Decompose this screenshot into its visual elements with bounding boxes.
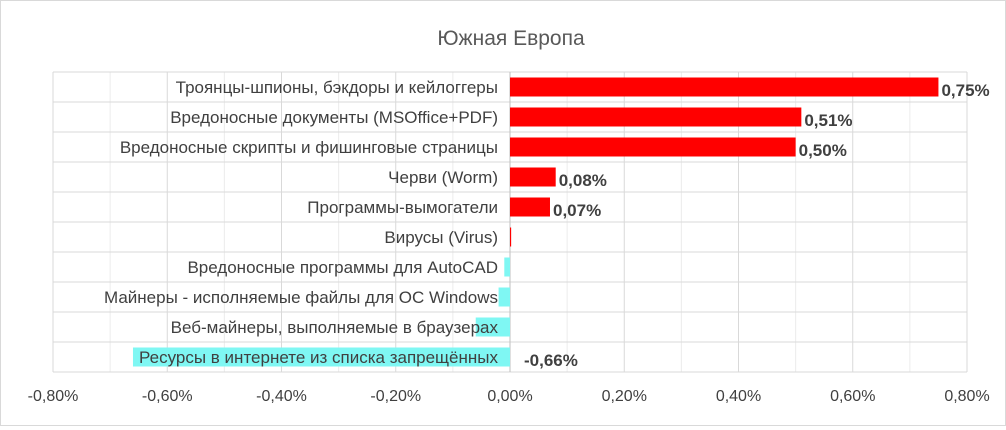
bar-5 bbox=[510, 227, 512, 247]
bar-6 bbox=[504, 257, 510, 277]
data-label-0: 0,75% bbox=[941, 81, 989, 100]
category-label-8: Веб-майнеры, выполняемые в браузерах bbox=[171, 318, 499, 337]
category-label-9: Ресурсы в интернете из списка запрещённы… bbox=[139, 348, 498, 367]
category-label-1: Вредоносные документы (MSOffice+PDF) bbox=[170, 108, 498, 127]
category-label-0: Троянцы-шпионы, бэкдоры и кейлоггеры bbox=[176, 78, 498, 97]
x-tick-label-0: -0,80% bbox=[28, 388, 79, 405]
bar-3 bbox=[510, 167, 556, 187]
x-tick-label-3: -0,20% bbox=[370, 388, 421, 405]
x-tick-label-2: -0,40% bbox=[256, 388, 307, 405]
bar-2 bbox=[510, 137, 796, 157]
x-tick-label-5: 0,20% bbox=[602, 388, 647, 405]
category-label-7: Майнеры - исполняемые файлы для ОС Windo… bbox=[104, 288, 498, 307]
data-label-1: 0,51% bbox=[804, 111, 852, 130]
x-tick-label-6: 0,40% bbox=[716, 388, 761, 405]
category-label-6: Вредоносные программы для AutoCAD bbox=[187, 258, 498, 277]
category-label-4: Программы-вымогатели bbox=[307, 198, 498, 217]
bar-4 bbox=[510, 197, 550, 217]
data-label-4: 0,07% bbox=[553, 201, 601, 220]
data-label-9: -0,66% bbox=[524, 351, 578, 370]
label-layer: Троянцы-шпионы, бэкдоры и кейлоггеры Вред… bbox=[28, 78, 990, 405]
category-label-2: Вредоносные скрипты и фишинговые страниц… bbox=[120, 138, 498, 157]
bar-7 bbox=[498, 287, 510, 307]
x-tick-label-7: 0,60% bbox=[830, 388, 875, 405]
x-tick-label-4: 0,00% bbox=[487, 388, 532, 405]
data-label-2: 0,50% bbox=[799, 141, 847, 160]
bar-1 bbox=[510, 107, 802, 127]
chart-title: Южная Европа bbox=[437, 27, 585, 50]
x-tick-label-1: -0,60% bbox=[142, 388, 193, 405]
category-label-5: Вирусы (Virus) bbox=[384, 228, 498, 247]
bar-0 bbox=[510, 77, 939, 97]
bar-9 bbox=[132, 347, 510, 367]
bar-8 bbox=[475, 317, 510, 337]
category-label-3: Черви (Worm) bbox=[388, 168, 498, 187]
data-label-3: 0,08% bbox=[559, 171, 607, 190]
x-tick-label-8: 0,80% bbox=[944, 388, 989, 405]
bar-layer bbox=[132, 77, 939, 367]
